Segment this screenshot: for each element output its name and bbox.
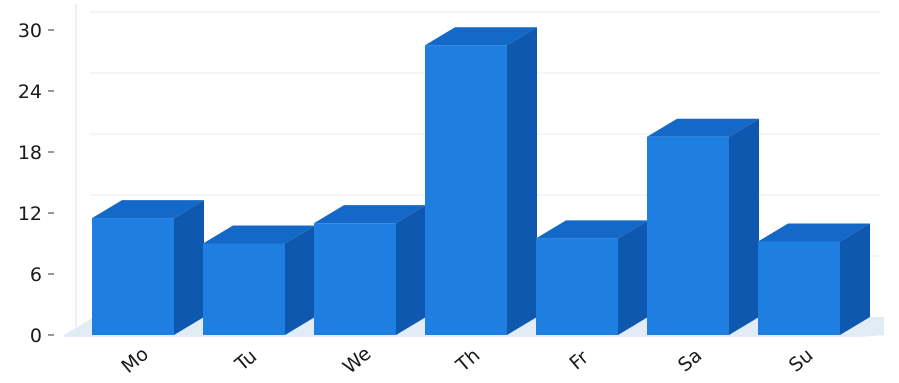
y-tick-label: 0 — [30, 325, 42, 347]
bar-front-face — [758, 241, 840, 335]
y-axis: 0 6 12 18 24 30 — [18, 20, 54, 347]
bar-front-face — [425, 45, 507, 335]
x-tick-label: Sa — [674, 344, 706, 376]
x-tick-label: Tu — [230, 345, 261, 376]
y-tick-label: 6 — [30, 264, 42, 286]
y-tick-label: 12 — [18, 203, 42, 225]
bar-top-face — [203, 225, 315, 244]
bar-su — [758, 223, 870, 335]
bar-side-face — [618, 220, 648, 335]
bar-top-face — [425, 27, 537, 46]
bar-side-face — [729, 118, 759, 335]
x-tick-label: Su — [785, 344, 818, 376]
bar-top-face — [92, 200, 204, 219]
x-tick-label: Th — [451, 344, 484, 377]
bar-mo — [92, 200, 204, 335]
bar-fr — [536, 220, 648, 335]
bar-sa — [647, 118, 759, 335]
bar-front-face — [536, 238, 618, 335]
bar-side-face — [174, 200, 204, 335]
x-tick-label: Fr — [565, 346, 593, 374]
bar-side-face — [840, 223, 870, 335]
bar-side-face — [507, 27, 537, 335]
bar-front-face — [314, 223, 396, 335]
y-tick-label: 24 — [18, 81, 42, 103]
bar-top-face — [536, 220, 648, 239]
x-tick-label: Mo — [117, 343, 153, 378]
bar-front-face — [647, 136, 729, 335]
bars-layer — [92, 27, 870, 335]
bar-side-face — [285, 225, 315, 335]
x-axis-labels: Mo Tu We Th Fr Sa Su — [117, 343, 817, 379]
bar-we — [314, 205, 426, 335]
bar-top-face — [647, 118, 759, 137]
bar-front-face — [203, 243, 285, 335]
y-tick-label: 30 — [18, 20, 42, 42]
bar-front-face — [92, 218, 174, 335]
bar-tu — [203, 225, 315, 335]
x-tick-label: We — [339, 343, 376, 379]
bar-side-face — [396, 205, 426, 335]
y-tick-label: 18 — [18, 142, 42, 164]
bar-th — [425, 27, 537, 335]
bar-top-face — [758, 223, 870, 242]
bar-top-face — [314, 205, 426, 224]
